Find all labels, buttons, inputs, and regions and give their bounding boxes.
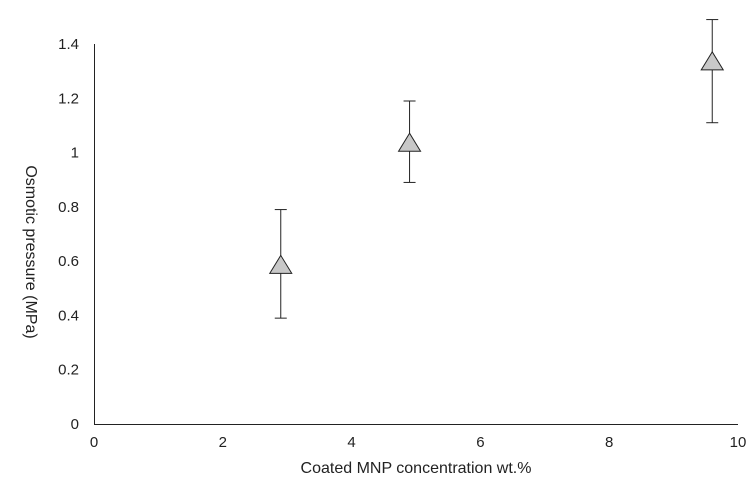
y-tick-label: 0.6 [58, 253, 79, 270]
y-tick-label: 0.4 [58, 307, 79, 324]
x-tick-labels: 0 2 4 6 8 10 [90, 434, 747, 451]
y-axis-title: Osmotic pressure (MPa) [22, 165, 39, 338]
data-point [397, 100, 422, 183]
y-tick-label: 0.8 [58, 199, 79, 216]
y-tick-label: 1 [71, 145, 79, 162]
axes [94, 44, 738, 425]
y-tick-label: 1.4 [58, 36, 79, 53]
x-tick-label: 10 [730, 434, 747, 451]
x-tick-label: 4 [347, 434, 355, 451]
y-tick-label: 1.2 [58, 90, 79, 107]
x-tick-label: 0 [90, 434, 98, 451]
y-tick-label: 0.2 [58, 362, 79, 379]
x-tick-label: 2 [219, 434, 227, 451]
y-tick-labels: 0 0.2 0.4 0.6 0.8 1 1.2 1.4 [58, 36, 79, 433]
triangle-marker [268, 254, 293, 274]
triangle-marker [397, 132, 422, 152]
data-point [268, 209, 293, 319]
x-axis-title: Coated MNP concentration wt.% [301, 460, 532, 477]
x-tick-label: 6 [476, 434, 484, 451]
data-point [700, 19, 725, 124]
y-tick-label: 0 [71, 416, 79, 433]
x-tick-label: 8 [605, 434, 613, 451]
data-points [268, 19, 725, 319]
triangle-marker [700, 50, 725, 71]
